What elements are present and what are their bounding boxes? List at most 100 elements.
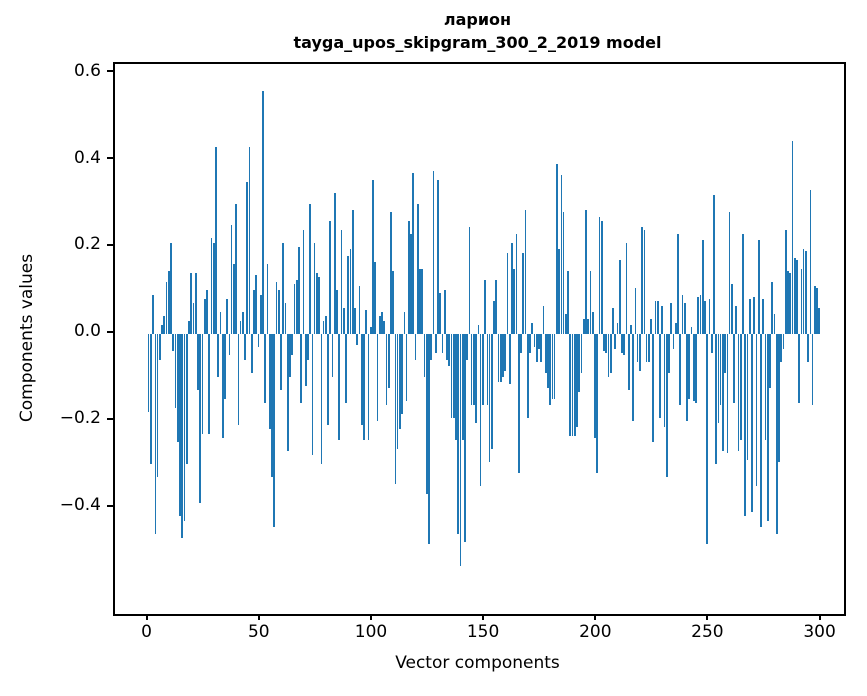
bar: [668, 333, 670, 373]
bar: [600, 220, 603, 334]
bar: [322, 320, 325, 334]
y-tick-label: 0.4: [73, 147, 101, 168]
bar: [686, 333, 688, 421]
bar: [479, 333, 482, 486]
bar: [425, 333, 428, 495]
bar: [690, 327, 693, 334]
bar: [524, 210, 527, 334]
bar: [580, 333, 583, 373]
bar: [235, 203, 237, 334]
bar: [351, 210, 354, 334]
bar: [244, 333, 246, 360]
bar: [441, 333, 444, 354]
bar: [403, 312, 406, 334]
bar: [717, 333, 720, 423]
bar: [679, 333, 682, 406]
bar: [199, 333, 202, 504]
bar: [331, 333, 334, 378]
bar: [542, 305, 545, 334]
bar: [390, 212, 392, 334]
bar: [443, 290, 446, 334]
bar: [434, 333, 437, 354]
bar: [780, 333, 783, 362]
bar: [486, 333, 489, 406]
bar: [757, 240, 760, 334]
bar: [470, 333, 473, 406]
bar: [381, 312, 383, 334]
bar: [796, 259, 798, 334]
bar: [802, 249, 805, 334]
bar: [495, 279, 498, 334]
bar: [428, 333, 430, 545]
bar: [607, 333, 610, 378]
plot-area: [113, 62, 846, 616]
bar: [179, 333, 181, 517]
bar: [778, 333, 780, 462]
bar: [271, 333, 273, 478]
bar: [710, 333, 713, 354]
bar: [726, 333, 729, 454]
bar: [753, 296, 756, 334]
bar: [300, 333, 303, 404]
bar: [789, 273, 792, 334]
x-tick-mark: [370, 614, 372, 620]
bar: [612, 307, 614, 334]
bar: [439, 292, 442, 334]
bar: [152, 294, 154, 334]
bar: [744, 333, 747, 517]
bar: [183, 333, 186, 521]
y-tick-mark: [107, 70, 113, 73]
bar: [437, 179, 439, 334]
bar: [751, 333, 753, 512]
bar: [336, 290, 338, 334]
bar: [484, 279, 486, 334]
bar: [511, 242, 513, 334]
bar: [374, 262, 377, 334]
bar: [715, 333, 717, 465]
bar: [363, 333, 365, 441]
bar: [412, 173, 415, 334]
bar: [360, 333, 363, 425]
bar: [681, 294, 684, 334]
bar: [616, 322, 619, 334]
bar: [648, 333, 650, 362]
bar: [497, 333, 500, 382]
bar: [730, 283, 733, 334]
bar: [347, 255, 350, 334]
bar: [560, 175, 563, 334]
bar: [538, 333, 540, 349]
bar: [383, 320, 386, 334]
bar: [809, 190, 812, 334]
bar: [755, 333, 758, 486]
chart-title-word: ларион: [443, 10, 512, 29]
bar: [282, 242, 285, 334]
bar: [695, 333, 697, 404]
bar: [233, 264, 235, 334]
x-tick-mark: [594, 614, 597, 620]
bar: [264, 333, 267, 404]
bar: [228, 333, 231, 356]
bar: [502, 333, 504, 378]
bar: [490, 333, 493, 449]
bar: [704, 301, 706, 334]
bar: [275, 281, 278, 334]
bar: [206, 290, 208, 334]
bar: [401, 333, 403, 415]
bar: [466, 333, 469, 360]
bar: [338, 333, 341, 441]
bar: [482, 333, 484, 406]
bar: [399, 333, 401, 430]
bar: [739, 333, 742, 441]
bar: [807, 333, 809, 362]
y-tick-label: 0.6: [73, 60, 101, 81]
bar: [621, 333, 623, 354]
bar: [643, 229, 646, 334]
bar: [170, 242, 172, 334]
bar: [289, 333, 291, 378]
bar: [663, 333, 666, 428]
bar: [455, 333, 457, 441]
bar: [273, 333, 276, 528]
bar: [459, 333, 462, 567]
bar: [775, 333, 778, 534]
bar: [253, 290, 255, 334]
